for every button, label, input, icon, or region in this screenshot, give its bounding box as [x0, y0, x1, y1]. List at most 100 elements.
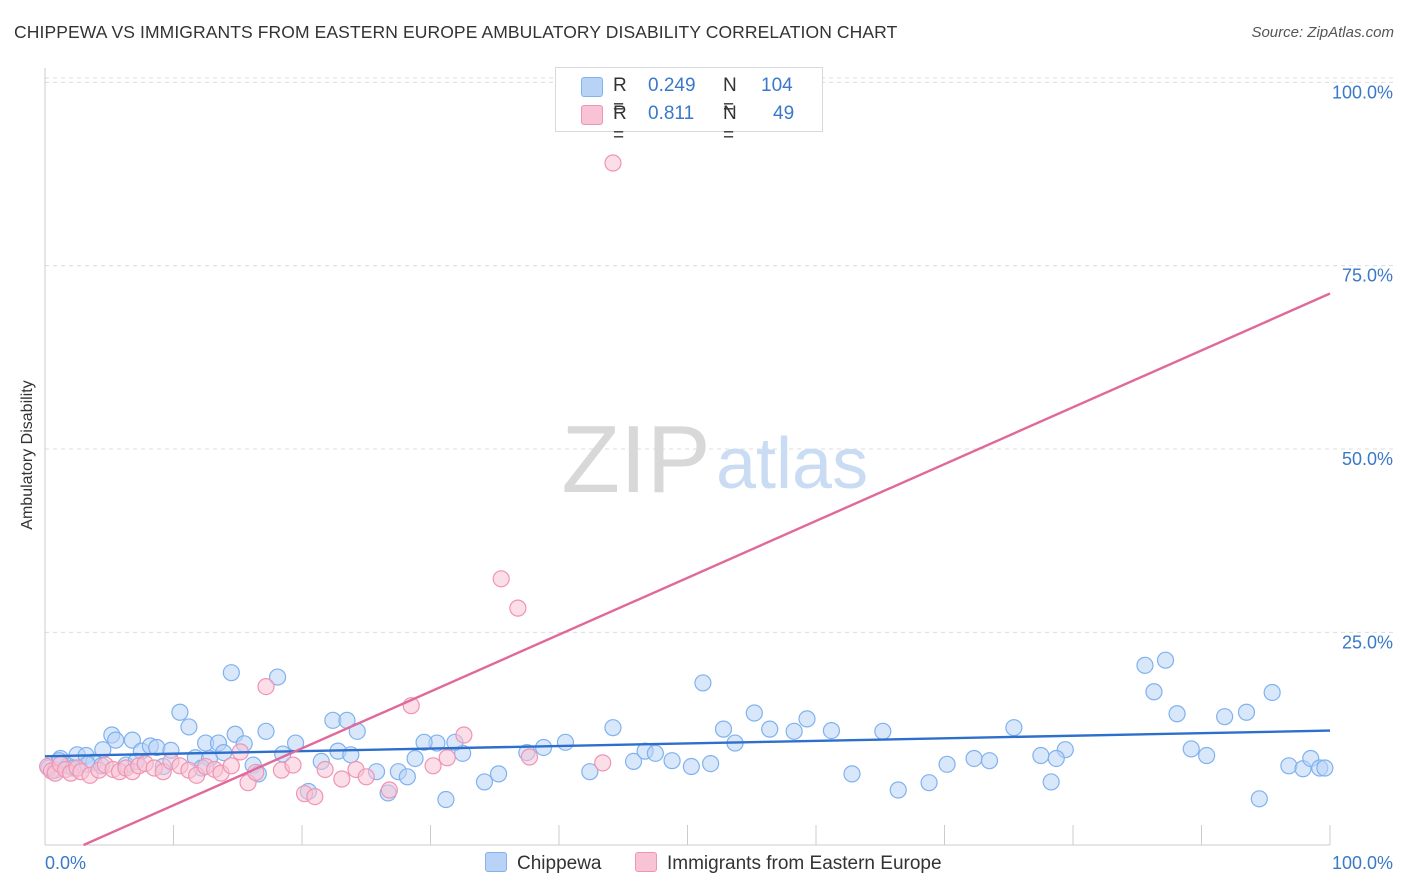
chippewa-point: [415, 733, 433, 751]
immigrants-points: [38, 154, 622, 806]
immigrants-point: [594, 754, 612, 772]
chippewa-point: [180, 718, 198, 736]
immigrants-r-value: 0.811: [648, 103, 695, 124]
chippewa-point: [1216, 708, 1234, 726]
watermark: ZIP atlas: [561, 406, 868, 513]
immigrants-swatch: [581, 105, 603, 125]
immigrants-point: [306, 787, 324, 806]
chippewa-point: [1032, 746, 1050, 765]
immigrants-point: [357, 768, 375, 786]
chippewa-point: [965, 749, 983, 768]
chippewa-point: [1136, 656, 1154, 674]
tick-labels: 25.0% 50.0% 75.0% 100.0% 0.0% 100.0%: [45, 82, 1393, 873]
chippewa-point: [702, 754, 720, 773]
chippewa-point: [1145, 683, 1163, 701]
chippewa-point: [1182, 740, 1200, 758]
data-points: [38, 154, 1334, 809]
immigrants-point: [455, 726, 473, 744]
immigrants-n-value: 49: [773, 103, 795, 124]
chippewa-point: [1198, 746, 1216, 765]
immigrants-point: [492, 570, 510, 588]
watermark-atlas: atlas: [716, 424, 868, 504]
chippewa-point: [581, 763, 599, 781]
chippewa-point: [682, 757, 700, 776]
immigrants-point: [222, 757, 240, 775]
chippewa-point: [1168, 705, 1186, 723]
chippewa-point: [406, 749, 424, 768]
r-label: R =: [613, 75, 627, 118]
chippewa-point: [437, 790, 455, 809]
immigrants-point: [380, 781, 398, 799]
y-tick-label: 50.0%: [1342, 449, 1393, 469]
immigrants-trend-line: [83, 292, 1331, 847]
n-label: N =: [723, 75, 737, 118]
y-tick-label: 100.0%: [1332, 82, 1393, 102]
chippewa-point: [107, 731, 125, 749]
chippewa-point: [694, 674, 712, 692]
x-tick-label: 0.0%: [45, 853, 86, 873]
immigrants-point: [284, 756, 302, 774]
legend-item-chippewa: Chippewa: [485, 852, 602, 875]
chippewa-point: [1237, 703, 1256, 721]
immigrants-point: [509, 599, 527, 617]
chippewa-legend-swatch: [485, 852, 507, 872]
immigrants-point: [604, 154, 622, 172]
chippewa-point: [745, 704, 763, 722]
chippewa-point: [822, 721, 841, 740]
chippewa-point: [1263, 683, 1281, 702]
chippewa-point: [980, 752, 999, 770]
chippewa-points: [40, 651, 1334, 809]
chippewa-n-value: 104: [761, 75, 793, 96]
immigrants-point: [257, 677, 275, 696]
chippewa-point: [222, 664, 240, 682]
chippewa-point: [268, 668, 287, 686]
chippewa-point: [938, 755, 956, 773]
chippewa-swatch: [581, 77, 603, 97]
chippewa-point: [1280, 757, 1298, 775]
immigrants-point: [333, 770, 351, 788]
chippewa-point: [663, 752, 681, 770]
chippewa-point: [490, 765, 508, 783]
n-label: N =: [723, 103, 737, 146]
chippewa-point: [398, 768, 416, 786]
chippewa-point: [604, 719, 622, 737]
immigrants-point: [520, 748, 539, 766]
chippewa-point: [1042, 773, 1060, 791]
chippewa-point: [556, 733, 575, 751]
trend-lines: [44, 292, 1331, 847]
chippewa-point: [171, 703, 189, 721]
chart-title: CHIPPEWA VS IMMIGRANTS FROM EASTERN EURO…: [14, 22, 898, 42]
chippewa-point: [920, 774, 938, 792]
chippewa-point: [714, 720, 733, 738]
chippewa-point: [1250, 790, 1268, 808]
chippewa-point: [646, 744, 664, 762]
chippewa-point: [475, 773, 494, 791]
legend-item-immigrants: Immigrants from Eastern Europe: [635, 852, 942, 875]
chippewa-point: [257, 722, 275, 740]
chippewa-point: [624, 752, 643, 771]
chippewa-point: [785, 722, 803, 740]
chippewa-legend-label: Chippewa: [517, 853, 602, 874]
chippewa-trend-line: [44, 729, 1331, 758]
immigrants-point: [316, 760, 334, 779]
stats-legend: R = 0.249 N = 104 R = 0.811 N = 49: [555, 67, 823, 146]
immigrants-point: [424, 757, 442, 775]
chippewa-r-value: 0.249: [648, 75, 696, 96]
immigrants-point: [438, 749, 456, 767]
chippewa-point: [889, 781, 907, 799]
r-label: R =: [613, 103, 627, 146]
chippewa-point: [1316, 759, 1334, 777]
chippewa-point: [798, 710, 816, 728]
immigrants-legend-label: Immigrants from Eastern Europe: [667, 853, 942, 874]
axes: [44, 68, 1331, 846]
chippewa-point: [1156, 651, 1175, 669]
y-tick-label: 75.0%: [1342, 266, 1393, 286]
chippewa-point: [843, 765, 861, 783]
watermark-zip: ZIP: [561, 406, 710, 513]
chippewa-point: [1005, 719, 1023, 737]
chippewa-point: [874, 722, 892, 740]
immigrants-legend-swatch: [635, 852, 657, 872]
x-tick-label: 100.0%: [1332, 853, 1393, 873]
chippewa-point: [761, 720, 779, 738]
